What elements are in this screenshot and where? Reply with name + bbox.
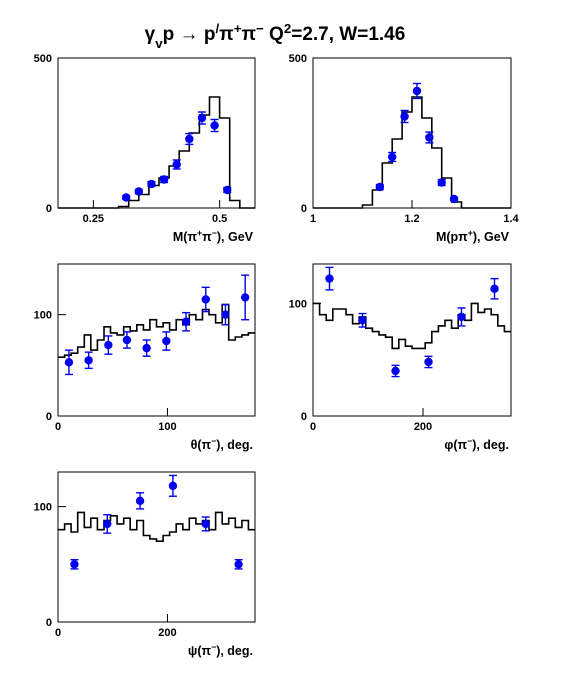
data-point	[64, 358, 74, 367]
data-point	[70, 560, 79, 569]
x-tick-label: 1.2	[404, 213, 419, 225]
panel-theta-pi: 0 100 0 100 θ(π−), deg.	[34, 263, 256, 452]
plot-frame	[57, 471, 256, 623]
plot-frame	[57, 57, 256, 209]
data-point	[197, 113, 207, 123]
data-point	[84, 356, 93, 365]
histogram-line	[58, 511, 255, 542]
data-point	[234, 560, 243, 569]
data-point	[162, 336, 171, 346]
histogram-line	[58, 96, 255, 209]
x-tick-label: 0	[310, 421, 316, 433]
panel-m-ppi: 0 500 1 1.2 1.4 M(pπ+), GeV	[289, 53, 520, 244]
y-tick-label: 100	[34, 502, 52, 514]
plot-frame	[57, 263, 256, 417]
y-tick-label: 0	[46, 411, 52, 423]
data-point	[400, 112, 409, 121]
data-point	[210, 121, 219, 130]
data-point	[391, 366, 400, 376]
x-tick-label: 0.5	[212, 213, 227, 225]
data-point	[425, 133, 434, 142]
data-point	[223, 185, 232, 195]
data-point	[103, 519, 112, 529]
x-axis-label: φ(π−), deg.	[444, 436, 509, 452]
data-point	[201, 295, 210, 304]
data-point	[221, 310, 230, 319]
data-point	[490, 284, 499, 293]
x-axis-label: M(pπ+), GeV	[436, 228, 510, 244]
x-tick-label: 200	[158, 627, 176, 639]
x-axis-label: ψ(π−), deg.	[188, 642, 253, 658]
data-point	[147, 179, 156, 189]
data-point	[325, 274, 334, 283]
y-tick-label: 0	[301, 203, 307, 215]
data-point	[437, 178, 446, 187]
plot-frame	[312, 57, 512, 209]
data-point	[412, 86, 422, 96]
x-tick-label: 1	[310, 213, 316, 225]
histogram-line	[313, 302, 511, 350]
histogram-line	[313, 96, 511, 209]
data-point	[424, 357, 433, 367]
data-point	[168, 481, 178, 491]
y-tick-label: 0	[46, 203, 52, 215]
y-tick-label: 0	[46, 617, 52, 629]
y-tick-label: 500	[289, 53, 307, 65]
data-point	[201, 519, 210, 529]
histogram-line	[58, 303, 255, 358]
x-tick-label: 0	[55, 421, 61, 433]
data-point	[142, 343, 151, 353]
data-point	[159, 175, 169, 184]
x-axis-label: M(π+π−), GeV	[173, 228, 254, 244]
data-point	[388, 152, 397, 162]
data-point	[457, 312, 466, 322]
panel-m-pipi: 0 500 0.25 0.5 M(π+π−), GeV	[34, 53, 256, 244]
data-point	[122, 335, 132, 345]
figure-title: γvp → p/π+π− Q2=2.7, W=1.46	[145, 21, 406, 51]
x-tick-label: 1.4	[503, 213, 519, 225]
data-point	[134, 187, 144, 196]
data-point	[375, 182, 385, 192]
y-tick-label: 500	[34, 53, 52, 65]
data-point	[358, 316, 367, 325]
y-tick-label: 100	[34, 310, 52, 322]
plot-frame	[312, 263, 512, 417]
y-tick-label: 0	[301, 411, 307, 423]
y-tick-label: 100	[289, 298, 307, 310]
data-point	[104, 340, 113, 350]
data-point	[121, 193, 131, 202]
panel-psi-pi: 0 100 0 200 ψ(π−), deg.	[34, 471, 256, 658]
data-point	[240, 293, 250, 302]
data-point	[449, 194, 459, 204]
data-point	[135, 496, 145, 506]
x-tick-label: 100	[158, 421, 176, 433]
x-axis-label: θ(π−), deg.	[191, 436, 253, 452]
x-tick-label: 200	[414, 421, 432, 433]
data-point	[185, 134, 194, 144]
panel-phi-pi: 0 100 0 200 φ(π−), deg.	[289, 263, 512, 452]
data-point	[181, 317, 191, 326]
x-tick-label: 0.25	[83, 213, 104, 225]
x-tick-label: 0	[55, 627, 61, 639]
data-point	[172, 160, 181, 169]
